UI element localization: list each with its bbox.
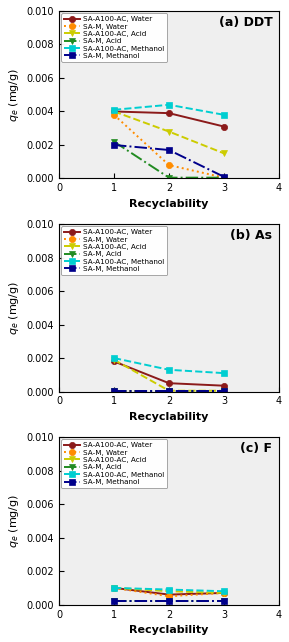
SA-A100-AC, Water (222, 123, 226, 130)
SA-A100-AC, Methanol (222, 369, 226, 377)
Line: SA-M, Acid: SA-M, Acid (111, 139, 227, 181)
SA-M, Acid (167, 387, 171, 395)
Line: SA-A100-AC, Methanol: SA-A100-AC, Methanol (111, 101, 227, 118)
X-axis label: Recyclability: Recyclability (129, 412, 209, 422)
Line: SA-A100-AC, Water: SA-A100-AC, Water (111, 358, 227, 389)
SA-M, Methanol (112, 141, 116, 149)
SA-A100-AC, Methanol (222, 587, 226, 595)
X-axis label: Recyclability: Recyclability (129, 199, 209, 209)
SA-A100-AC, Water (112, 358, 116, 365)
SA-M, Water (112, 111, 116, 119)
SA-A100-AC, Methanol (222, 111, 226, 119)
Text: (a) DDT: (a) DDT (219, 16, 273, 29)
SA-M, Acid (112, 138, 116, 146)
SA-M, Water (222, 387, 226, 395)
Y-axis label: $q_e$ (mg/g): $q_e$ (mg/g) (7, 67, 21, 122)
Line: SA-M, Acid: SA-M, Acid (111, 388, 227, 394)
SA-M, Methanol (112, 387, 116, 395)
SA-M, Acid (112, 598, 116, 605)
SA-M, Methanol (112, 598, 116, 605)
SA-M, Methanol (167, 598, 171, 605)
SA-A100-AC, Acid (222, 589, 226, 597)
Line: SA-A100-AC, Water: SA-A100-AC, Water (111, 108, 227, 130)
SA-M, Water (222, 174, 226, 182)
SA-A100-AC, Acid (167, 587, 171, 595)
SA-A100-AC, Water (112, 584, 116, 592)
Text: (b) As: (b) As (230, 229, 273, 242)
SA-M, Methanol (222, 598, 226, 605)
SA-A100-AC, Water (112, 108, 116, 116)
Line: SA-A100-AC, Acid: SA-A100-AC, Acid (111, 585, 227, 596)
SA-A100-AC, Methanol (167, 101, 171, 108)
SA-M, Water (167, 161, 171, 169)
SA-A100-AC, Acid (222, 387, 226, 395)
SA-A100-AC, Acid (112, 356, 116, 363)
SA-A100-AC, Methanol (167, 366, 171, 374)
SA-A100-AC, Acid (167, 128, 171, 135)
SA-M, Acid (167, 174, 171, 182)
SA-M, Acid (167, 598, 171, 605)
Line: SA-M, Methanol: SA-M, Methanol (111, 142, 227, 180)
SA-A100-AC, Acid (222, 150, 226, 157)
X-axis label: Recyclability: Recyclability (129, 625, 209, 635)
SA-A100-AC, Water (167, 591, 171, 598)
SA-A100-AC, Methanol (167, 586, 171, 593)
SA-A100-AC, Water (222, 382, 226, 390)
Legend: SA-A100-AC, Water, SA-M, Water, SA-A100-AC, Acid, SA-M, Acid, SA-A100-AC, Methan: SA-A100-AC, Water, SA-M, Water, SA-A100-… (61, 13, 167, 62)
Line: SA-M, Acid: SA-M, Acid (111, 598, 227, 604)
Y-axis label: $q_e$ (mg/g): $q_e$ (mg/g) (7, 494, 21, 548)
SA-M, Water (222, 589, 226, 597)
SA-M, Water (167, 593, 171, 600)
SA-A100-AC, Water (167, 109, 171, 117)
SA-A100-AC, Water (167, 379, 171, 387)
Y-axis label: $q_e$ (mg/g): $q_e$ (mg/g) (7, 281, 21, 335)
SA-M, Water (112, 387, 116, 395)
SA-M, Acid (222, 598, 226, 605)
Legend: SA-A100-AC, Water, SA-M, Water, SA-A100-AC, Acid, SA-M, Acid, SA-A100-AC, Methan: SA-A100-AC, Water, SA-M, Water, SA-A100-… (61, 226, 167, 275)
SA-A100-AC, Methanol (112, 584, 116, 592)
SA-M, Methanol (222, 387, 226, 395)
Line: SA-A100-AC, Water: SA-A100-AC, Water (111, 585, 227, 598)
SA-M, Acid (112, 387, 116, 395)
SA-M, Water (167, 387, 171, 395)
Text: (c) F: (c) F (240, 442, 273, 455)
Line: SA-M, Methanol: SA-M, Methanol (111, 598, 227, 604)
SA-A100-AC, Water (222, 589, 226, 597)
Line: SA-A100-AC, Acid: SA-A100-AC, Acid (111, 108, 227, 157)
SA-M, Water (112, 584, 116, 592)
SA-M, Acid (222, 174, 226, 182)
SA-A100-AC, Acid (167, 387, 171, 395)
Line: SA-M, Water: SA-M, Water (111, 112, 227, 181)
Line: SA-M, Water: SA-M, Water (111, 585, 227, 600)
SA-M, Methanol (167, 146, 171, 154)
Line: SA-M, Water: SA-M, Water (111, 388, 227, 394)
Line: SA-A100-AC, Methanol: SA-A100-AC, Methanol (111, 585, 227, 594)
SA-M, Methanol (222, 173, 226, 180)
SA-A100-AC, Acid (112, 584, 116, 592)
Line: SA-A100-AC, Acid: SA-A100-AC, Acid (111, 356, 227, 394)
SA-A100-AC, Methanol (112, 106, 116, 114)
SA-A100-AC, Methanol (112, 354, 116, 362)
SA-A100-AC, Acid (112, 108, 116, 116)
SA-M, Methanol (167, 387, 171, 395)
SA-M, Acid (222, 387, 226, 395)
Line: SA-M, Methanol: SA-M, Methanol (111, 388, 227, 394)
Legend: SA-A100-AC, Water, SA-M, Water, SA-A100-AC, Acid, SA-M, Acid, SA-A100-AC, Methan: SA-A100-AC, Water, SA-M, Water, SA-A100-… (61, 439, 167, 488)
Line: SA-A100-AC, Methanol: SA-A100-AC, Methanol (111, 355, 227, 376)
